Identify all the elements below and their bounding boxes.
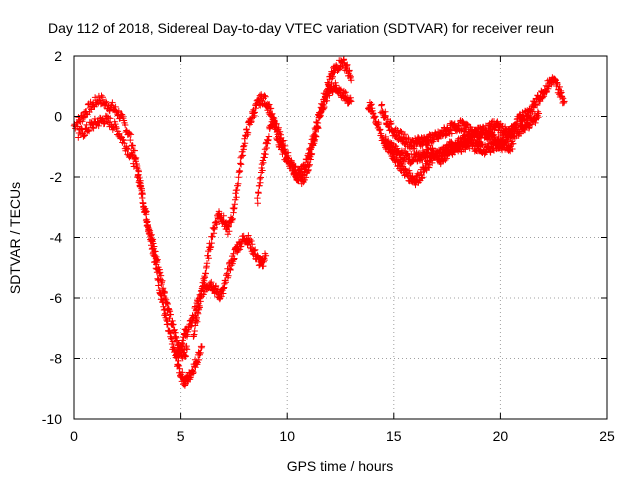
- series-track-e: [254, 79, 355, 207]
- x-tick-label: 20: [493, 428, 509, 444]
- x-tick-label: 5: [177, 428, 185, 444]
- y-tick-label: 0: [54, 109, 62, 125]
- series-track-c: [173, 232, 270, 361]
- point-markers: [254, 79, 355, 207]
- y-tick-label: -8: [50, 351, 63, 367]
- y-tick-label: 2: [54, 48, 62, 64]
- x-tick-labels: 0 5 10 15 20 25: [70, 428, 615, 444]
- y-tick-label: -6: [50, 290, 63, 306]
- point-markers: [377, 101, 542, 152]
- y-tick-label: -10: [42, 411, 62, 427]
- series-track-h: [382, 133, 517, 168]
- point-markers: [75, 112, 191, 362]
- y-tick-labels: -10 -8 -6 -4 -2 0 2: [42, 48, 62, 427]
- x-tick-label: 15: [386, 428, 402, 444]
- point-markers: [173, 232, 270, 361]
- series-track-b: [75, 112, 191, 362]
- x-axis-label: GPS time / hours: [287, 458, 394, 474]
- x-tick-label: 10: [279, 428, 295, 444]
- x-tick-label: 25: [599, 428, 615, 444]
- y-axis-label: SDTVAR / TECUs: [7, 182, 23, 294]
- x-tick-label: 0: [70, 428, 78, 444]
- axis-ticks: [73, 55, 608, 420]
- point-markers: [382, 133, 517, 168]
- y-tick-label: -4: [50, 230, 63, 246]
- y-tick-label: -2: [50, 169, 63, 185]
- data-points: [70, 56, 568, 389]
- series-track-g: [377, 101, 542, 152]
- chart-title: Day 112 of 2018, Sidereal Day-to-day VTE…: [48, 20, 554, 36]
